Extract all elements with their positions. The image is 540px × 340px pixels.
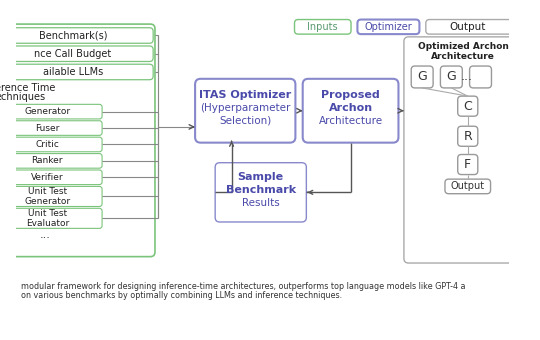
- FancyBboxPatch shape: [404, 37, 523, 263]
- Text: Generator: Generator: [24, 107, 70, 116]
- Bar: [404, 150, 523, 177]
- FancyBboxPatch shape: [458, 126, 478, 146]
- Text: Proposed: Proposed: [321, 90, 380, 100]
- FancyBboxPatch shape: [458, 154, 478, 174]
- FancyBboxPatch shape: [357, 19, 420, 34]
- FancyBboxPatch shape: [470, 66, 491, 88]
- Text: G: G: [447, 70, 456, 84]
- Text: ailable LLMs: ailable LLMs: [43, 67, 103, 77]
- FancyBboxPatch shape: [294, 19, 351, 34]
- Text: on various benchmarks by optimally combining LLMs and inference techniques.: on various benchmarks by optimally combi…: [21, 291, 342, 300]
- FancyBboxPatch shape: [0, 121, 102, 135]
- FancyBboxPatch shape: [0, 104, 102, 119]
- FancyBboxPatch shape: [0, 28, 153, 43]
- Text: R: R: [463, 130, 472, 143]
- Text: Unit Test
Evaluator: Unit Test Evaluator: [26, 209, 69, 228]
- Text: Optimized Archon: Optimized Archon: [418, 42, 509, 51]
- FancyBboxPatch shape: [445, 179, 490, 194]
- FancyBboxPatch shape: [0, 170, 102, 185]
- Text: Verifier: Verifier: [31, 173, 64, 182]
- Text: Unit Test
Generator: Unit Test Generator: [24, 187, 70, 206]
- Bar: [404, 91, 523, 121]
- Text: Ranker: Ranker: [32, 156, 63, 165]
- FancyBboxPatch shape: [0, 137, 102, 152]
- Text: Output: Output: [450, 22, 486, 32]
- Text: Results: Results: [242, 198, 280, 208]
- Text: ITAS Optimizer: ITAS Optimizer: [199, 90, 292, 100]
- FancyBboxPatch shape: [458, 96, 478, 116]
- Text: Inputs: Inputs: [307, 22, 338, 32]
- Text: F: F: [464, 158, 471, 171]
- Text: C: C: [463, 100, 472, 113]
- FancyBboxPatch shape: [0, 186, 102, 206]
- FancyBboxPatch shape: [303, 79, 399, 143]
- FancyBboxPatch shape: [0, 46, 153, 62]
- Text: modular framework for designing inference-time architectures, outperforms top la: modular framework for designing inferenc…: [21, 282, 465, 291]
- Text: Architecture: Architecture: [431, 51, 495, 61]
- Text: ...: ...: [40, 230, 51, 240]
- Text: (Hyperparameter: (Hyperparameter: [200, 103, 291, 113]
- FancyBboxPatch shape: [441, 66, 462, 88]
- Text: Sample: Sample: [238, 172, 284, 182]
- Text: Benchmark(s): Benchmark(s): [39, 31, 107, 40]
- Text: Selection): Selection): [219, 116, 272, 126]
- FancyBboxPatch shape: [0, 208, 102, 228]
- Text: erence Time: erence Time: [0, 83, 56, 93]
- Text: ...: ...: [461, 70, 473, 84]
- FancyBboxPatch shape: [215, 163, 306, 222]
- Text: Benchmark: Benchmark: [226, 185, 296, 195]
- Text: Output: Output: [451, 182, 485, 191]
- Text: nce Call Budget: nce Call Budget: [34, 49, 112, 59]
- FancyBboxPatch shape: [0, 64, 153, 80]
- FancyBboxPatch shape: [195, 79, 295, 143]
- Text: Optimizer: Optimizer: [364, 22, 413, 32]
- FancyBboxPatch shape: [0, 154, 102, 168]
- FancyBboxPatch shape: [426, 19, 517, 34]
- FancyBboxPatch shape: [0, 24, 155, 257]
- Text: Fuser: Fuser: [35, 123, 59, 133]
- Text: Architecture: Architecture: [319, 116, 383, 126]
- Text: G: G: [417, 70, 427, 84]
- Text: Critic: Critic: [36, 140, 59, 149]
- Text: Archon: Archon: [328, 103, 373, 113]
- FancyBboxPatch shape: [411, 66, 433, 88]
- Text: echniques: echniques: [0, 92, 45, 102]
